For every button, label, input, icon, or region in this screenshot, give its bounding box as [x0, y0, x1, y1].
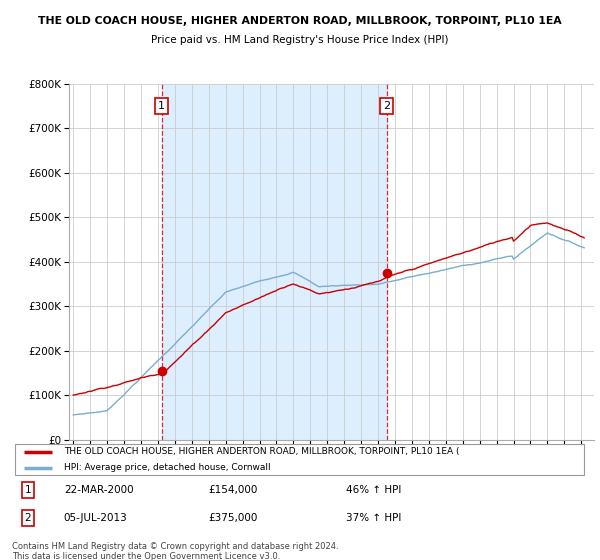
Bar	[161, 84, 386, 440]
Text: 05-JUL-2013: 05-JUL-2013	[64, 513, 128, 522]
Text: 2: 2	[383, 101, 390, 111]
Text: 46% ↑ HPI: 46% ↑ HPI	[346, 486, 401, 495]
Text: This data is licensed under the Open Government Licence v3.0.: This data is licensed under the Open Gov…	[12, 552, 280, 560]
Text: THE OLD COACH HOUSE, HIGHER ANDERTON ROAD, MILLBROOK, TORPOINT, PL10 1EA: THE OLD COACH HOUSE, HIGHER ANDERTON ROA…	[38, 16, 562, 26]
Text: £154,000: £154,000	[208, 486, 257, 495]
Text: HPI: Average price, detached house, Cornwall: HPI: Average price, detached house, Corn…	[64, 464, 271, 473]
Text: 1: 1	[25, 486, 31, 495]
Text: Price paid vs. HM Land Registry's House Price Index (HPI): Price paid vs. HM Land Registry's House …	[151, 35, 449, 45]
Text: 2: 2	[25, 513, 31, 522]
Text: 37% ↑ HPI: 37% ↑ HPI	[346, 513, 401, 522]
Text: Contains HM Land Registry data © Crown copyright and database right 2024.: Contains HM Land Registry data © Crown c…	[12, 542, 338, 551]
Text: £375,000: £375,000	[208, 513, 257, 522]
FancyBboxPatch shape	[15, 444, 584, 475]
Text: THE OLD COACH HOUSE, HIGHER ANDERTON ROAD, MILLBROOK, TORPOINT, PL10 1EA (: THE OLD COACH HOUSE, HIGHER ANDERTON ROA…	[64, 447, 460, 456]
Text: 22-MAR-2000: 22-MAR-2000	[64, 486, 133, 495]
Text: 1: 1	[158, 101, 165, 111]
